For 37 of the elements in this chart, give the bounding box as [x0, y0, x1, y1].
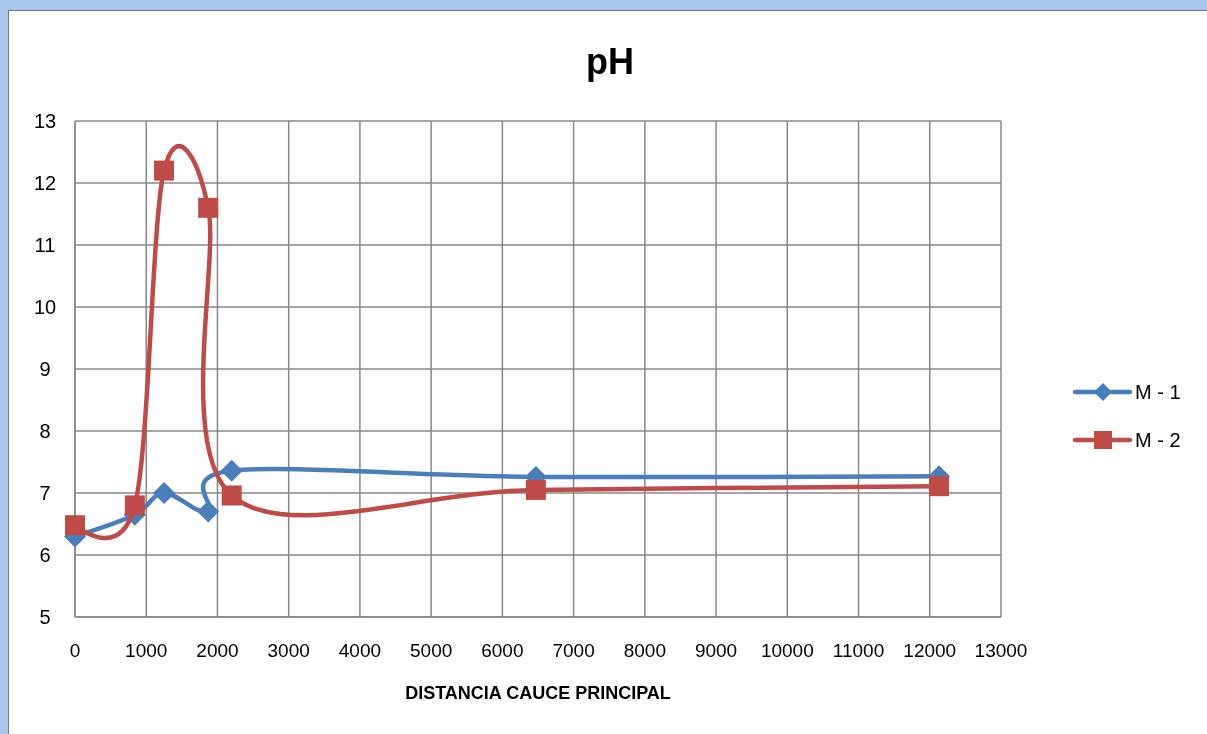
y-tick-label: 11	[34, 234, 56, 256]
y-tick-label: 5	[39, 606, 51, 628]
y-tick-label: 7	[39, 482, 51, 504]
x-tick-label: 5000	[410, 640, 453, 661]
point	[220, 459, 243, 482]
point	[221, 485, 242, 506]
x-tick-label: 6000	[481, 640, 524, 661]
point	[153, 482, 176, 504]
x-tick-label: 11000	[832, 640, 885, 661]
x-tick-label: 4000	[338, 640, 382, 661]
point	[525, 479, 546, 500]
x-tick-label: 7000	[552, 640, 595, 661]
legend-label: M - 2	[1135, 429, 1181, 451]
x-tick-label: 3000	[267, 640, 310, 661]
x-axis-title: DISTANCIA CAUCE PRINCIPAL	[405, 683, 671, 703]
point	[197, 500, 220, 523]
point	[124, 495, 145, 516]
x-tick-label: 2000	[196, 640, 239, 661]
y-tick-label: 8	[39, 420, 51, 442]
x-tick-label: 9000	[694, 640, 738, 661]
x-tick-label: 1000	[125, 640, 168, 661]
point	[65, 515, 85, 536]
chart-title: pH	[586, 41, 634, 82]
x-tick-label: 13000	[974, 640, 1028, 661]
y-tick-label: 10	[33, 296, 57, 318]
x-tick-label: 10000	[760, 640, 814, 661]
x-tick-label: 0	[69, 640, 81, 661]
y-tick-label: 12	[33, 172, 57, 194]
point	[154, 160, 175, 181]
y-tick-label: 13	[33, 110, 57, 132]
y-tick-label: 6	[39, 544, 51, 566]
point	[929, 476, 950, 497]
point	[198, 197, 219, 218]
legend-label: M - 1	[1135, 381, 1181, 403]
x-tick-label: 12000	[903, 640, 957, 661]
y-tick-label: 9	[39, 358, 51, 380]
x-tick-label: 8000	[623, 640, 666, 661]
